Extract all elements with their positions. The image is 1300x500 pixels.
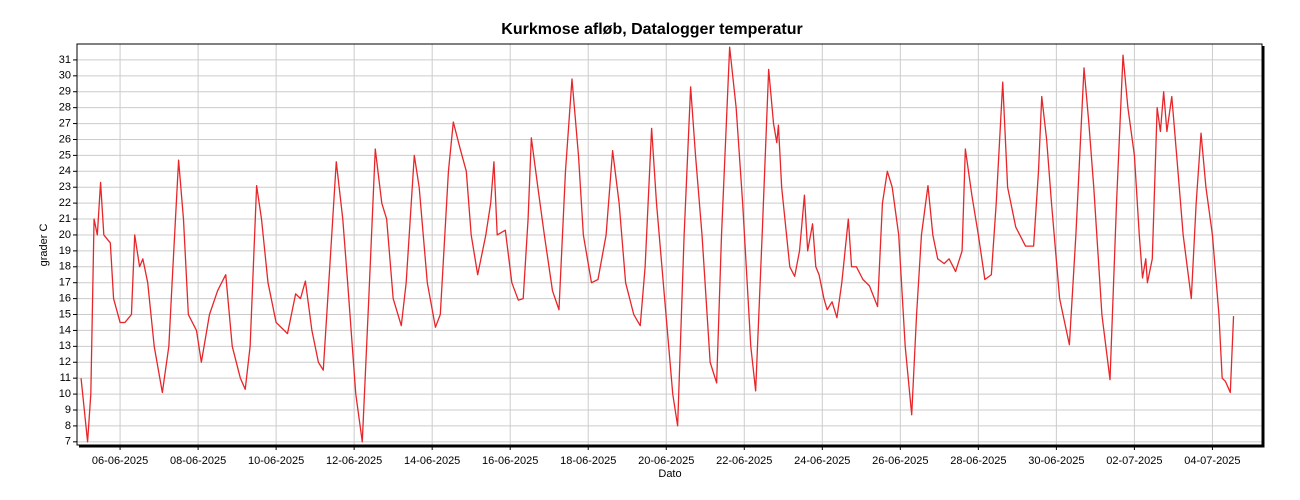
x-tick-label: 26-06-2025: [872, 455, 928, 467]
x-tick-label: 22-06-2025: [716, 455, 772, 467]
y-tick-label: 9: [65, 404, 71, 416]
y-tick-label: 10: [59, 388, 71, 400]
y-tick-label: 16: [59, 293, 71, 305]
x-tick-label: 18-06-2025: [560, 455, 616, 467]
temperature-line: [80, 46, 1235, 443]
y-tick-label: 11: [60, 372, 71, 384]
x-axis-label: Dato: [658, 468, 681, 480]
x-tick-label: 12-06-2025: [326, 455, 382, 467]
y-tick-label: 30: [59, 70, 71, 82]
y-tick-label: 8: [65, 420, 71, 432]
x-tick-label: 14-06-2025: [404, 455, 460, 467]
y-tick-label: 26: [59, 133, 71, 145]
y-tick-label: 15: [59, 308, 71, 320]
x-tick-label: 20-06-2025: [638, 455, 694, 467]
x-tick-label: 04-07-2025: [1184, 455, 1240, 467]
x-tick-label: 30-06-2025: [1028, 455, 1084, 467]
y-tick-label: 21: [59, 213, 71, 225]
y-axis-label: grader C: [38, 224, 50, 267]
frame-shadow: [79, 46, 1265, 448]
y-tick-label: 22: [59, 197, 71, 209]
y-tick-label: 29: [59, 86, 71, 98]
y-tick-label: 12: [59, 356, 71, 368]
y-tick-label: 25: [59, 149, 71, 161]
chart-title: Kurkmose afløb, Datalogger temperatur: [501, 21, 802, 38]
y-tick-label: 23: [59, 181, 71, 193]
y-tick-label: 17: [59, 277, 71, 289]
x-tick-label: 08-06-2025: [170, 455, 226, 467]
y-tick-label: 14: [59, 324, 71, 336]
x-tick-label: 28-06-2025: [950, 455, 1006, 467]
y-tick-label: 28: [59, 102, 71, 114]
y-tick-label: 31: [59, 54, 71, 66]
x-tick-label: 16-06-2025: [482, 455, 538, 467]
plot-frame: [76, 43, 1263, 446]
x-tick-label: 24-06-2025: [794, 455, 850, 467]
y-tick-label: 19: [59, 245, 71, 257]
y-tick-label: 20: [59, 229, 71, 241]
x-tick-label: 06-06-2025: [92, 455, 148, 467]
y-tick-label: 18: [59, 261, 71, 273]
y-tick-label: 27: [59, 117, 71, 129]
x-tick-label: 10-06-2025: [248, 455, 304, 467]
y-tick-label: 13: [59, 340, 71, 352]
y-tick-label: 7: [65, 436, 71, 448]
x-tick-label: 02-07-2025: [1106, 455, 1162, 467]
y-tick-label: 24: [59, 165, 71, 177]
